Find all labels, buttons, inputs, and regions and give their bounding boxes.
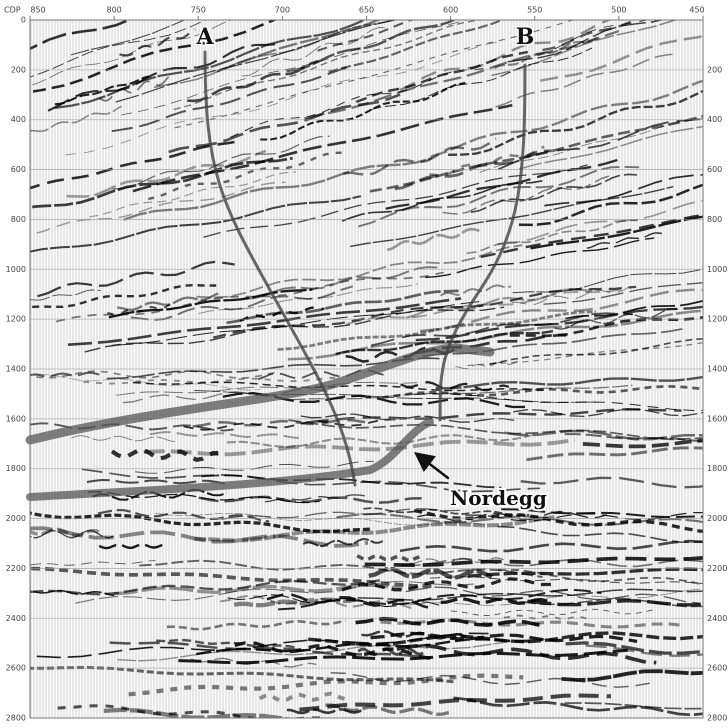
left-tick-label: 1600 xyxy=(6,414,26,423)
well-label: A xyxy=(195,24,214,50)
left-tick-label: 2200 xyxy=(6,564,26,573)
right-tick-label: 1800 xyxy=(707,464,727,473)
top-tick-label: 500 xyxy=(611,6,626,15)
top-tick-label: 650 xyxy=(359,6,374,15)
top-tick-label: 600 xyxy=(443,6,458,15)
top-tick-label: 800 xyxy=(106,6,121,15)
right-tick-label: 2600 xyxy=(707,664,727,673)
left-tick-label: 600 xyxy=(11,165,26,174)
right-tick-label: 1000 xyxy=(707,265,727,274)
left-tick-label: 1000 xyxy=(6,265,26,274)
left-tick-label: 2800 xyxy=(6,714,26,723)
top-tick-label: 750 xyxy=(191,6,206,15)
left-tick-label: 400 xyxy=(11,115,26,124)
top-axis-label: CDP xyxy=(4,6,21,15)
right-tick-label: 1200 xyxy=(707,315,727,324)
top-tick-label: 700 xyxy=(275,6,290,15)
right-tick-label: 2200 xyxy=(707,564,727,573)
right-tick-label: 1600 xyxy=(707,414,727,423)
left-tick-label: 1400 xyxy=(6,365,26,374)
top-tick-label: 850 xyxy=(30,6,45,15)
right-tick-label: 800 xyxy=(707,215,722,224)
well-label: B xyxy=(516,24,535,50)
right-tick-label: 2400 xyxy=(707,614,727,623)
left-tick-label: 2000 xyxy=(6,514,26,523)
right-tick-label: 400 xyxy=(707,115,722,124)
right-tick-label: 1400 xyxy=(707,365,727,374)
left-tick-label: 0 xyxy=(21,16,26,25)
top-tick-label: 450 xyxy=(689,6,704,15)
left-tick-label: 2600 xyxy=(6,664,26,673)
left-tick-label: 1800 xyxy=(6,464,26,473)
left-tick-label: 200 xyxy=(11,65,26,74)
top-tick-label: 550 xyxy=(527,6,542,15)
left-tick-label: 2400 xyxy=(6,614,26,623)
right-tick-label: 200 xyxy=(707,65,722,74)
reflector xyxy=(9,720,312,728)
right-tick-label: 2800 xyxy=(707,714,727,723)
right-tick-label: 600 xyxy=(707,165,722,174)
seismic-section: CDP A B Nordegg 850 800 750 700 650 600 550 500… xyxy=(0,0,728,728)
left-tick-label: 1200 xyxy=(6,315,26,324)
left-tick-label: 800 xyxy=(11,215,26,224)
right-tick-label: 2000 xyxy=(707,514,727,523)
horizon-label: Nordegg xyxy=(450,486,547,510)
